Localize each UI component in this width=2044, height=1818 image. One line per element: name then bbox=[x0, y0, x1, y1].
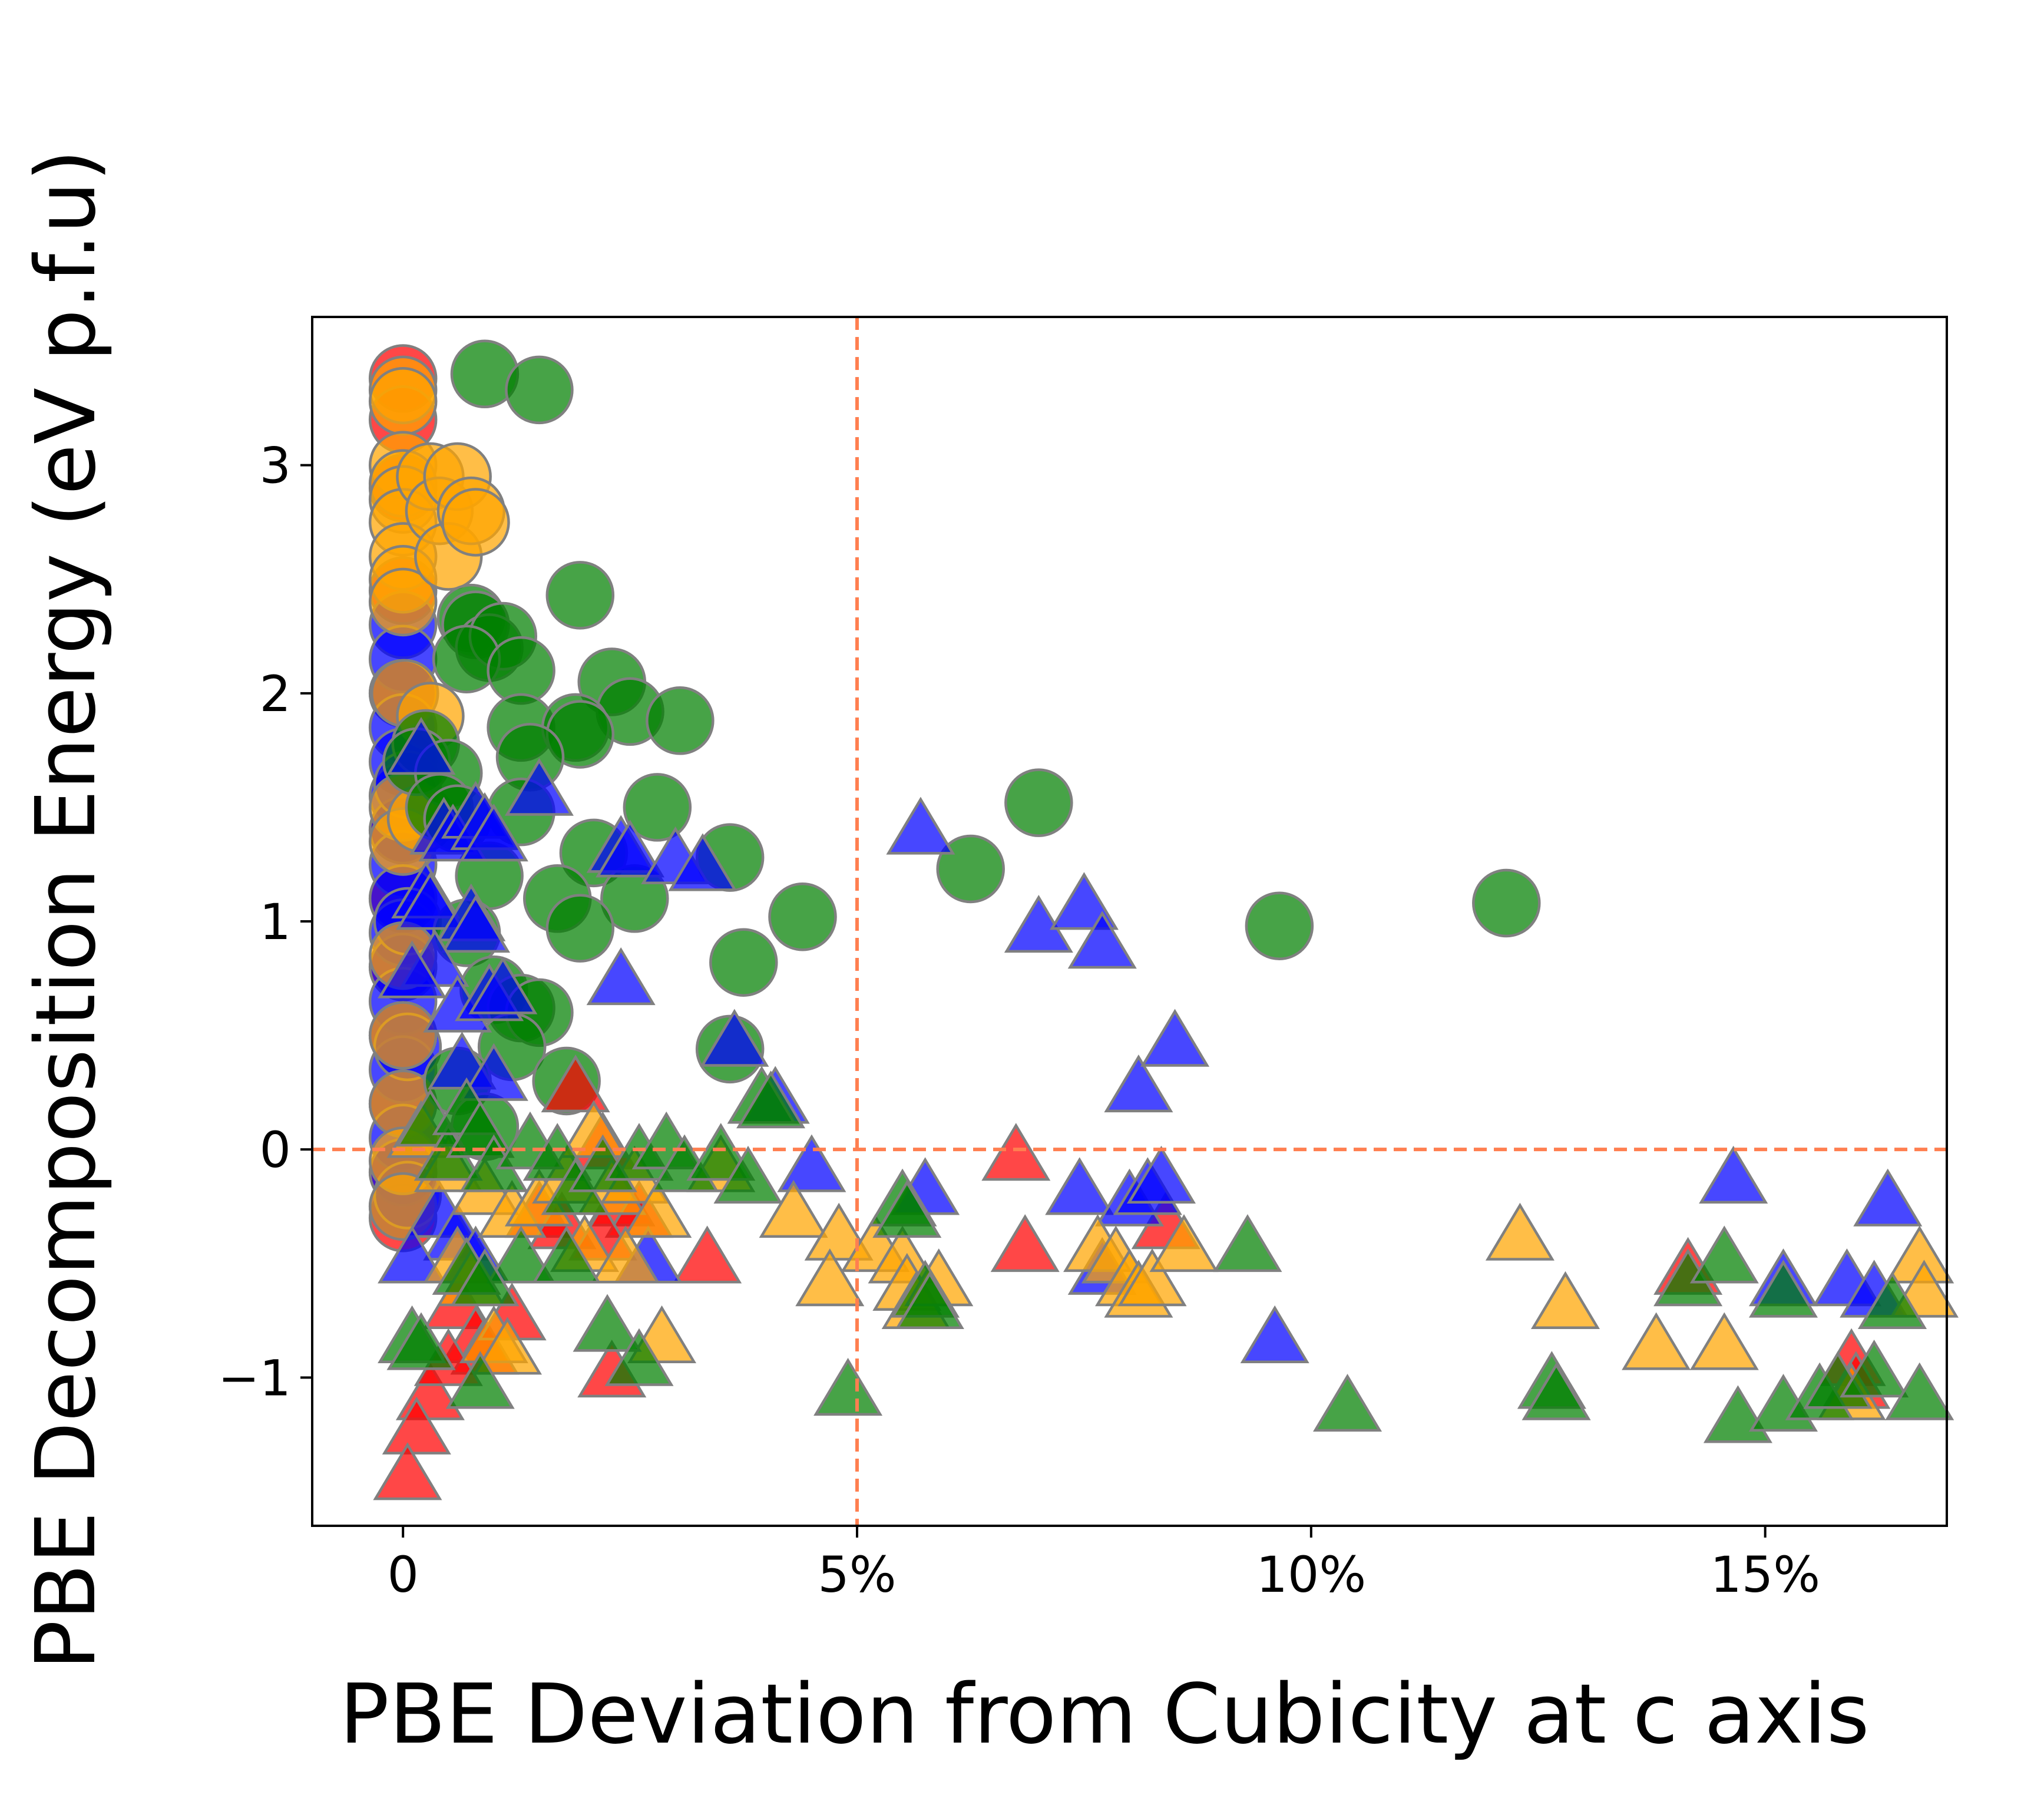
data-point-triangle bbox=[872, 1179, 942, 1238]
data-point-triangle bbox=[459, 1043, 528, 1101]
data-point-triangle bbox=[386, 1312, 456, 1370]
data-point-triangle bbox=[736, 1070, 806, 1129]
data-point-triangle bbox=[472, 1317, 542, 1375]
reference-lines bbox=[312, 317, 1947, 1526]
data-point-triangle bbox=[1689, 1312, 1759, 1370]
data-point-triangle bbox=[591, 1225, 660, 1284]
data-point-circle bbox=[545, 561, 615, 630]
data-point-triangle bbox=[700, 1009, 769, 1067]
data-point-triangle bbox=[886, 796, 955, 855]
data-point-triangle bbox=[804, 1202, 874, 1261]
data-point-triangle bbox=[1140, 1009, 1210, 1067]
y-tick-label: 3 bbox=[260, 437, 291, 495]
data-point-triangle bbox=[373, 1442, 442, 1500]
data-point-triangle bbox=[1485, 1202, 1555, 1261]
data-point-circle bbox=[646, 686, 715, 755]
data-point-triangle bbox=[459, 804, 528, 862]
data-point-circle bbox=[545, 894, 615, 963]
data-point-triangle bbox=[1853, 1168, 1923, 1227]
x-tick-label: 5% bbox=[818, 1546, 896, 1604]
x-axis-label: PBE Deviation from Cubicity at c axis bbox=[339, 1667, 1869, 1763]
y-axis-label: PBE Decomposition Energy (eV p.f.u) bbox=[18, 149, 114, 1670]
data-point-circle bbox=[1245, 891, 1314, 960]
data-point-triangle bbox=[441, 894, 511, 953]
data-point-triangle bbox=[668, 833, 737, 891]
data-point-circle bbox=[368, 567, 438, 637]
data-point-triangle bbox=[378, 940, 447, 999]
data-point-triangle bbox=[1840, 1339, 1909, 1398]
data-point-triangle bbox=[777, 1134, 846, 1192]
data-point-triangle bbox=[813, 1357, 883, 1416]
x-tick-label: 10% bbox=[1256, 1546, 1366, 1604]
data-point-triangle bbox=[795, 1248, 865, 1307]
data-point-circle bbox=[441, 488, 510, 557]
data-point-triangle bbox=[1699, 1145, 1768, 1204]
data-point-triangle bbox=[1530, 1271, 1600, 1329]
data-point-triangle bbox=[713, 1145, 783, 1204]
data-point-triangle bbox=[759, 1179, 828, 1238]
data-point-triangle bbox=[468, 956, 538, 1014]
data-point-triangle bbox=[378, 1225, 447, 1284]
data-point-triangle bbox=[604, 1328, 674, 1386]
data-point-triangle bbox=[673, 1225, 742, 1284]
y-tick-label: 1 bbox=[260, 893, 291, 951]
data-point-circle bbox=[505, 355, 574, 425]
data-point-triangle bbox=[1885, 1362, 1954, 1420]
data-point-circle bbox=[368, 367, 438, 436]
data-point-triangle bbox=[1045, 1157, 1114, 1215]
data-point-triangle bbox=[1622, 1312, 1691, 1370]
data-point-triangle bbox=[573, 1294, 642, 1352]
data-point-triangle bbox=[450, 1248, 520, 1307]
y-tick-label: 2 bbox=[260, 665, 291, 723]
data-point-triangle bbox=[532, 1225, 601, 1284]
data-point-triangle bbox=[1213, 1214, 1282, 1272]
data-point-circle bbox=[623, 773, 692, 842]
y-tick-label: −1 bbox=[218, 1349, 291, 1407]
data-point-circle bbox=[768, 882, 837, 951]
data-point-triangle bbox=[1067, 911, 1137, 969]
data-point-triangle bbox=[1240, 1305, 1309, 1364]
data-point-triangle bbox=[1149, 1214, 1219, 1272]
data-point-triangle bbox=[445, 1351, 515, 1409]
data-point-triangle bbox=[1857, 1271, 1927, 1329]
data-point-triangle bbox=[1689, 1225, 1759, 1284]
x-tick-label: 0 bbox=[387, 1546, 418, 1604]
data-point-circle bbox=[368, 1001, 438, 1070]
data-point-triangle bbox=[981, 1123, 1051, 1181]
data-point-triangle bbox=[382, 1396, 451, 1455]
data-point-triangle bbox=[487, 1225, 556, 1284]
data-point-triangle bbox=[990, 1214, 1060, 1272]
data-point-triangle bbox=[541, 1054, 610, 1113]
data-point-triangle bbox=[1104, 1054, 1173, 1113]
data-points bbox=[368, 339, 1959, 1500]
data-point-circle bbox=[1472, 868, 1541, 938]
data-point-triangle bbox=[395, 872, 465, 930]
data-point-triangle bbox=[895, 1271, 964, 1329]
data-point-triangle bbox=[1126, 1145, 1196, 1204]
data-point-triangle bbox=[1522, 1362, 1591, 1420]
data-point-triangle bbox=[586, 947, 656, 1006]
data-point-triangle bbox=[1312, 1374, 1382, 1432]
axis-ticks: 0 5% 10% 15% −1 0 1 2 3 bbox=[218, 437, 1820, 1604]
data-point-circle bbox=[1004, 768, 1073, 837]
data-point-circle bbox=[709, 928, 778, 997]
y-tick-label: 0 bbox=[260, 1121, 291, 1179]
data-point-circle bbox=[936, 834, 1005, 904]
data-point-triangle bbox=[386, 716, 456, 775]
data-point-triangle bbox=[1748, 1260, 1818, 1318]
x-tick-label: 15% bbox=[1710, 1546, 1820, 1604]
data-point-triangle bbox=[504, 758, 574, 816]
data-point-triangle bbox=[596, 819, 665, 878]
data-point-triangle bbox=[623, 1179, 692, 1238]
data-point-triangle bbox=[1117, 1248, 1187, 1307]
